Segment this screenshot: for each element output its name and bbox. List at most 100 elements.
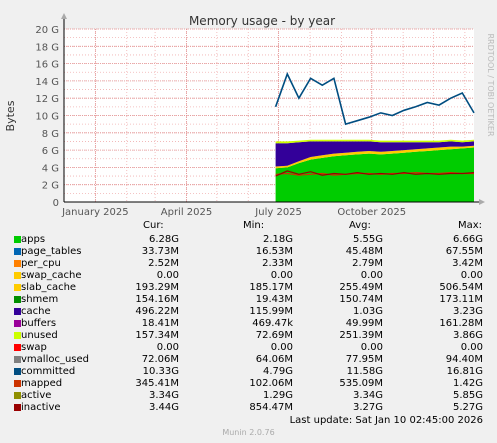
legend-name: per_cpu (21, 258, 61, 269)
legend-cur: 10.33G (142, 366, 179, 377)
legend-row-apps: apps 6.28G 2.18G 5.55G 6.66G (0, 234, 497, 246)
legend-swatch (14, 272, 21, 279)
legend-avg: 2.79M (352, 258, 383, 269)
y-tick-label: 2 G (42, 181, 59, 192)
axes (61, 13, 485, 205)
legend-name: swap_cache (21, 270, 82, 281)
y-tick-label: 0 (53, 198, 59, 209)
legend-min: 16.53M (255, 246, 293, 257)
legend-max: 3.42M (452, 258, 483, 269)
legend-max: 173.11M (439, 294, 483, 305)
legend-row-shmem: shmem 154.16M 19.43M 150.74M 173.11M (0, 294, 497, 306)
legend-min: 2.33M (262, 258, 293, 269)
legend-cur: 6.28G (148, 234, 179, 245)
legend-cur: 0.00 (156, 270, 179, 281)
line-inactive (275, 170, 475, 177)
area-unused (275, 139, 474, 144)
legend-cur: 72.06M (141, 354, 179, 365)
legend-header-min: Min: (243, 220, 265, 231)
legend-max: 0.00 (460, 342, 483, 353)
legend-name: active (21, 390, 52, 401)
legend-min: 1.29G (262, 390, 293, 401)
area-cache (275, 141, 474, 167)
legend-cur: 154.16M (135, 294, 179, 305)
y-axis-label: Bytes (4, 100, 17, 131)
legend-avg: 150.74M (339, 294, 383, 305)
legend-row-slab_cache: slab_cache 193.29M 185.17M 255.49M 506.54M (0, 282, 497, 294)
y-tick-label: 4 G (42, 163, 59, 174)
legend-swatch (14, 332, 21, 339)
legend-avg: 255.49M (339, 282, 383, 293)
legend-swatch (14, 296, 21, 303)
last-update: Last update: Sat Jan 10 02:45:00 2026 (289, 415, 483, 426)
legend-name: committed (21, 366, 76, 377)
legend-min: 64.06M (255, 354, 293, 365)
legend-row-vmalloc_used: vmalloc_used 72.06M 64.06M 77.95M 94.40M (0, 354, 497, 366)
legend-min: 72.69M (255, 330, 293, 341)
x-axis-arrow (479, 199, 485, 205)
legend-swatch (14, 344, 21, 351)
legend-swatch (14, 356, 21, 363)
legend-avg: 45.48M (345, 246, 383, 257)
legend-cur: 2.52M (148, 258, 179, 269)
legend-swatch (14, 260, 21, 267)
legend-header-max: Max: (458, 220, 483, 231)
legend-row-cache: cache 496.22M 115.99M 1.03G 3.23G (0, 306, 497, 318)
rrdtool-watermark: RRDTOOL / TOBI OETIKER (486, 33, 495, 136)
legend-cur: 33.73M (141, 246, 179, 257)
legend-max: 0.00 (460, 270, 483, 281)
legend-row-mapped: mapped 345.41M 102.06M 535.09M 1.42G (0, 378, 497, 390)
legend-name: page_tables (21, 246, 82, 257)
y-tick-label: 8 G (42, 129, 59, 140)
y-tick-label: 10 G (35, 112, 59, 123)
legend-name: mapped (21, 378, 63, 389)
x-tick-label: July 2025 (254, 207, 302, 218)
x-tick-label: April 2025 (161, 207, 212, 218)
legend-max: 16.81G (446, 366, 483, 377)
legend-min: 4.79G (262, 366, 293, 377)
legend-name: buffers (21, 318, 57, 329)
legend-avg: 3.27G (352, 402, 383, 413)
legend-min: 185.17M (249, 282, 293, 293)
legend-max: 161.28M (439, 318, 483, 329)
legend-swatch (14, 392, 21, 399)
legend-row-swap_cache: swap_cache 0.00 0.00 0.00 0.00 (0, 270, 497, 282)
legend-max: 67.55M (445, 246, 483, 257)
legend-name: unused (21, 330, 58, 341)
legend-cur: 157.34M (135, 330, 179, 341)
legend-row-committed: committed 10.33G 4.79G 11.58G 16.81G (0, 366, 497, 378)
legend-row-per_cpu: per_cpu 2.52M 2.33M 2.79M 3.42M (0, 258, 497, 270)
chart-title: Memory usage - by year (189, 14, 335, 28)
grid (64, 28, 474, 202)
legend-cur: 3.34G (148, 390, 179, 401)
memory-chart: 0 2 G 4 G 6 G 8 G 10 G 12 G 14 G 16 G 18 G 20 G Ja… (4, 13, 495, 218)
y-tick-label: 12 G (35, 94, 59, 105)
y-tick-label: 16 G (35, 60, 59, 71)
legend-swatch (14, 368, 21, 375)
data-lines (274, 71, 475, 177)
y-tick-label: 14 G (35, 77, 59, 88)
legend-swatch (14, 308, 21, 315)
legend-row-active: active 3.34G 1.29G 3.34G 5.85G (0, 390, 497, 402)
legend-min: 19.43M (255, 294, 293, 305)
y-tick-labels: 0 2 G 4 G 6 G 8 G 10 G 12 G 14 G 16 G 18 G 20 G (35, 25, 59, 209)
legend-name: slab_cache (21, 282, 77, 293)
legend-swatch (14, 320, 21, 327)
line-committed (274, 71, 475, 126)
x-tick-label: January 2025 (61, 207, 129, 218)
legend-header-avg: Avg: (349, 220, 371, 231)
legend-min: 469.47k (252, 318, 293, 329)
legend-swatch (14, 236, 21, 243)
legend-row-swap: swap 0.00 0.00 0.00 0.00 (0, 342, 497, 354)
legend-avg: 5.55G (352, 234, 383, 245)
legend-max: 3.86G (452, 330, 483, 341)
legend-swatch (14, 248, 21, 255)
legend-row-page_tables: page_tables 33.73M 16.53M 45.48M 67.55M (0, 246, 497, 258)
legend-row-inactive: inactive 3.44G 854.47M 3.27G 5.27G (0, 402, 497, 414)
legend-min: 2.18G (262, 234, 293, 245)
legend-max: 5.85G (452, 390, 483, 401)
legend-row-buffers: buffers 18.41M 469.47k 49.99M 161.28M (0, 318, 497, 330)
legend-min: 115.99M (249, 306, 293, 317)
y-axis-arrow (61, 13, 67, 19)
legend-cur: 3.44G (148, 402, 179, 413)
